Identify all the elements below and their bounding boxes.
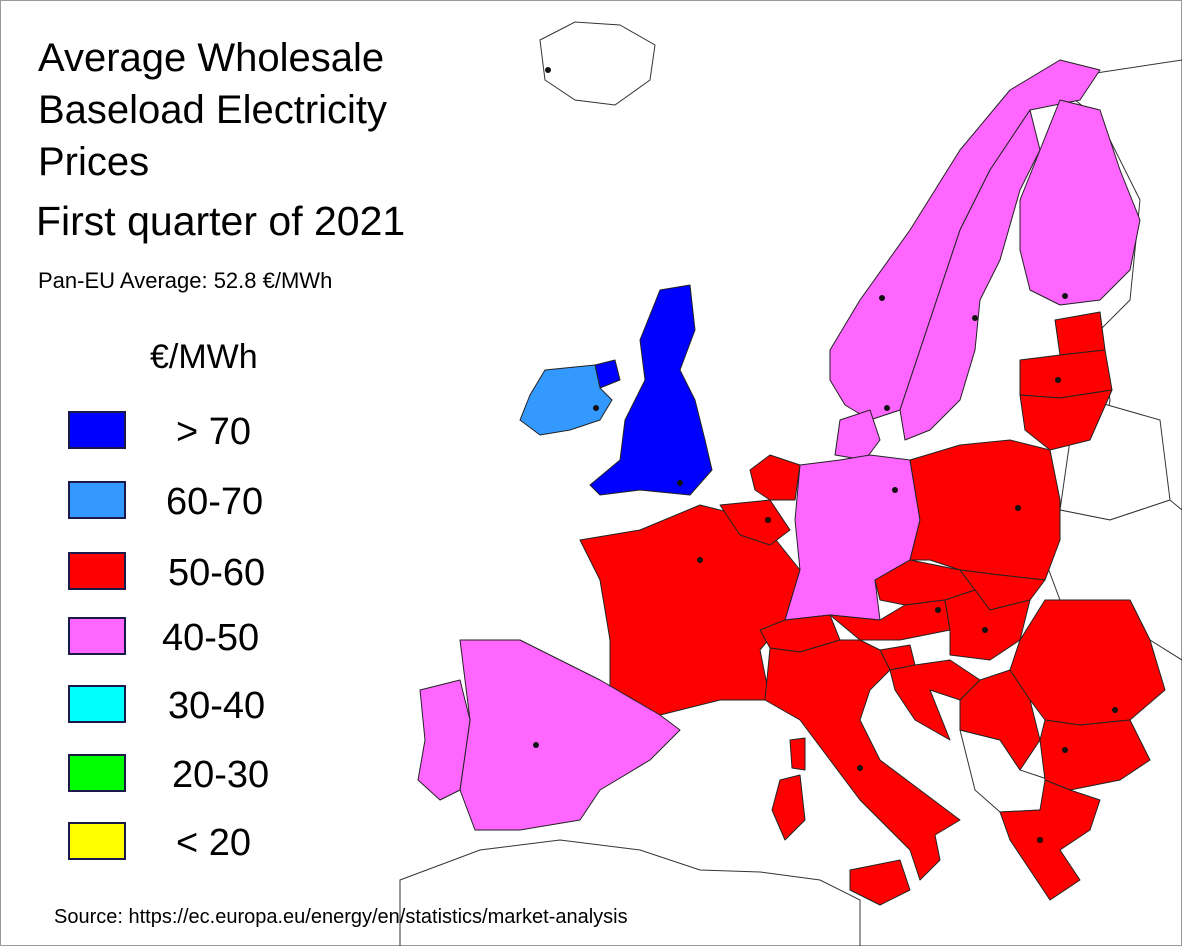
source-note: Source: https://ec.europa.eu/energy/en/s… (54, 906, 628, 928)
country-finland (1019, 99, 1141, 306)
legend-swatch (68, 685, 126, 723)
country-france (579, 504, 801, 716)
country-sicily (849, 859, 911, 906)
country-ireland (519, 364, 613, 436)
legend-unit: €/MWh (150, 338, 258, 376)
legend-label: < 20 (176, 822, 252, 864)
country-lithuania (1019, 389, 1113, 451)
country-bulgaria (1039, 719, 1151, 791)
country-romania (1009, 599, 1166, 726)
title-block: Average Wholesale Baseload Electricity P… (38, 32, 387, 188)
subtitle: First quarter of 2021 (36, 198, 406, 244)
country-north-africa (399, 839, 861, 946)
legend-label: 30-40 (168, 685, 266, 727)
legend-label: 60-70 (166, 481, 264, 523)
title-line-3: Prices (38, 140, 150, 184)
legend-label: 20-30 (172, 754, 270, 796)
country-ukraine (1044, 499, 1182, 661)
country-latvia (1019, 349, 1113, 399)
country-croatia (889, 659, 981, 741)
legend-swatch (68, 617, 126, 655)
legend-label: 50-60 (168, 552, 266, 594)
legend-swatch (68, 411, 126, 449)
country-denmark (834, 409, 881, 461)
country-united-kingdom (589, 284, 713, 496)
country-sardinia (771, 774, 806, 841)
legend-label: 40-50 (162, 617, 260, 659)
country-greece (999, 779, 1101, 901)
title-line-1: Average Wholesale (38, 36, 385, 80)
title-line-2: Baseload Electricity (38, 88, 388, 132)
country-italy (764, 639, 961, 881)
country-poland (909, 439, 1061, 581)
country-sweden (899, 109, 1041, 441)
country-estonia (1054, 311, 1106, 356)
legend-swatch (68, 552, 126, 590)
capital-dots (533, 67, 1118, 843)
legend-swatch (68, 481, 126, 519)
pan-eu-average: Pan-EU Average: 52.8 €/MWh (38, 268, 333, 293)
legend-swatch (68, 754, 126, 792)
country-corsica (789, 737, 806, 771)
legend-swatch (68, 822, 126, 860)
legend-label: > 70 (176, 411, 252, 453)
country-belgium (719, 499, 791, 546)
country-portugal (417, 679, 471, 801)
country-netherlands (749, 454, 801, 501)
country-iceland (539, 21, 656, 106)
